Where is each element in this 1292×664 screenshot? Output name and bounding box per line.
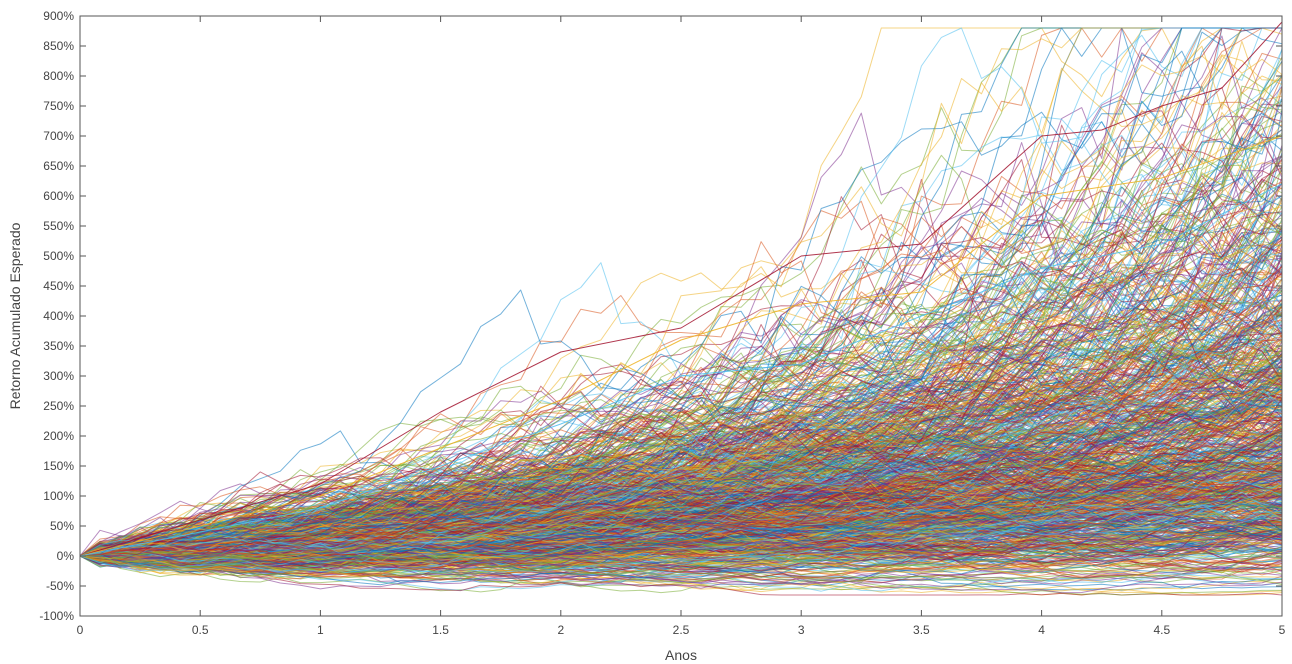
simulation-path: [79, 517, 1283, 574]
y-tick-label: -100%: [39, 609, 74, 623]
y-tick-label: 200%: [43, 429, 74, 443]
simulation-path: [79, 198, 1283, 557]
highlighted-path: [79, 21, 1283, 557]
highlighted-paths: [79, 21, 1283, 557]
simulation-path: [79, 265, 1283, 557]
simulation-path: [79, 323, 1283, 566]
x-axis-title: Anos: [665, 647, 697, 663]
simulation-path: [79, 438, 1283, 560]
simulation-path: [79, 555, 1283, 581]
simulation-path: [79, 109, 1283, 557]
y-tick-label: 600%: [43, 189, 74, 203]
x-tick-label: 1.5: [432, 623, 449, 637]
simulation-path: [79, 27, 1282, 559]
y-tick-label: 650%: [43, 159, 74, 173]
y-tick-label: 150%: [43, 459, 74, 473]
y-tick-label: 550%: [43, 219, 74, 233]
simulation-path: [79, 488, 1283, 581]
y-tick-label: 250%: [43, 399, 74, 413]
x-tick-label: 2.5: [673, 623, 690, 637]
x-tick-label: 4: [1038, 623, 1045, 637]
simulation-path: [79, 253, 1283, 562]
simulation-path: [79, 148, 1283, 557]
y-tick-label: 800%: [43, 69, 74, 83]
simulation-path: [79, 502, 1283, 568]
simulation-path: [79, 309, 1283, 557]
simulation-path: [79, 350, 1283, 557]
y-tick-label: 450%: [43, 279, 74, 293]
simulation-path: [79, 159, 1283, 565]
x-tick-label: 3.5: [913, 623, 930, 637]
simulation-path: [79, 471, 1283, 557]
x-tick-label: 3: [798, 623, 805, 637]
highlighted-path: [79, 183, 1283, 557]
y-tick-label: 500%: [43, 249, 74, 263]
y-axis: -100% -50% 0% 50% 100% 150% 200% 250% 300% 350% 40…: [39, 9, 1282, 623]
simulation-path: [79, 533, 1283, 574]
simulation-path: [79, 244, 1283, 559]
y-tick-label: 750%: [43, 99, 74, 113]
y-tick-label: -50%: [46, 579, 74, 593]
simulation-path: [79, 402, 1283, 558]
highlighted-path: [79, 135, 1283, 557]
simulation-path: [79, 445, 1283, 559]
simulation-path: [79, 27, 1282, 557]
simulation-paths: [79, 27, 1283, 596]
y-tick-label: 900%: [43, 9, 74, 23]
simulation-path: [79, 388, 1283, 560]
y-axis-title: Retorno Acumulado Esperado: [7, 222, 23, 409]
y-tick-label: 850%: [43, 39, 74, 53]
simulation-path: [79, 401, 1283, 557]
x-tick-label: 4.5: [1153, 623, 1170, 637]
y-tick-label: 0%: [57, 549, 75, 563]
simulation-path: [79, 172, 1283, 557]
x-tick-label: 0: [77, 623, 84, 637]
simulation-path: [79, 339, 1283, 557]
simulation-path: [79, 512, 1283, 564]
y-tick-label: 700%: [43, 129, 74, 143]
simulation-path: [79, 445, 1283, 565]
simulation-path: [79, 229, 1283, 560]
simulation-path: [79, 365, 1283, 557]
x-tick-label: 0.5: [192, 623, 209, 637]
y-tick-label: 400%: [43, 309, 74, 323]
simulation-path: [79, 511, 1283, 568]
simulation-path: [79, 27, 1282, 557]
simulation-path: [79, 398, 1283, 561]
y-tick-label: 100%: [43, 489, 74, 503]
simulation-path: [79, 224, 1283, 557]
x-tick-label: 1: [317, 623, 324, 637]
x-axis: 0 0.5 1 1.5 2 2.5 3 3.5 4 4.5 5: [77, 16, 1286, 637]
simulation-path: [79, 555, 1283, 583]
simulation-path: [79, 276, 1283, 561]
x-tick-label: 5: [1279, 623, 1286, 637]
simulation-path: [79, 376, 1283, 560]
y-tick-label: 50%: [50, 519, 74, 533]
x-tick-label: 2: [557, 623, 564, 637]
simulation-path: [79, 75, 1283, 557]
y-tick-label: 300%: [43, 369, 74, 383]
simulation-path: [79, 166, 1283, 557]
simulation-path: [79, 554, 1283, 583]
simulation-path: [79, 539, 1283, 577]
simulation-path: [79, 27, 1282, 557]
y-tick-label: 350%: [43, 339, 74, 353]
